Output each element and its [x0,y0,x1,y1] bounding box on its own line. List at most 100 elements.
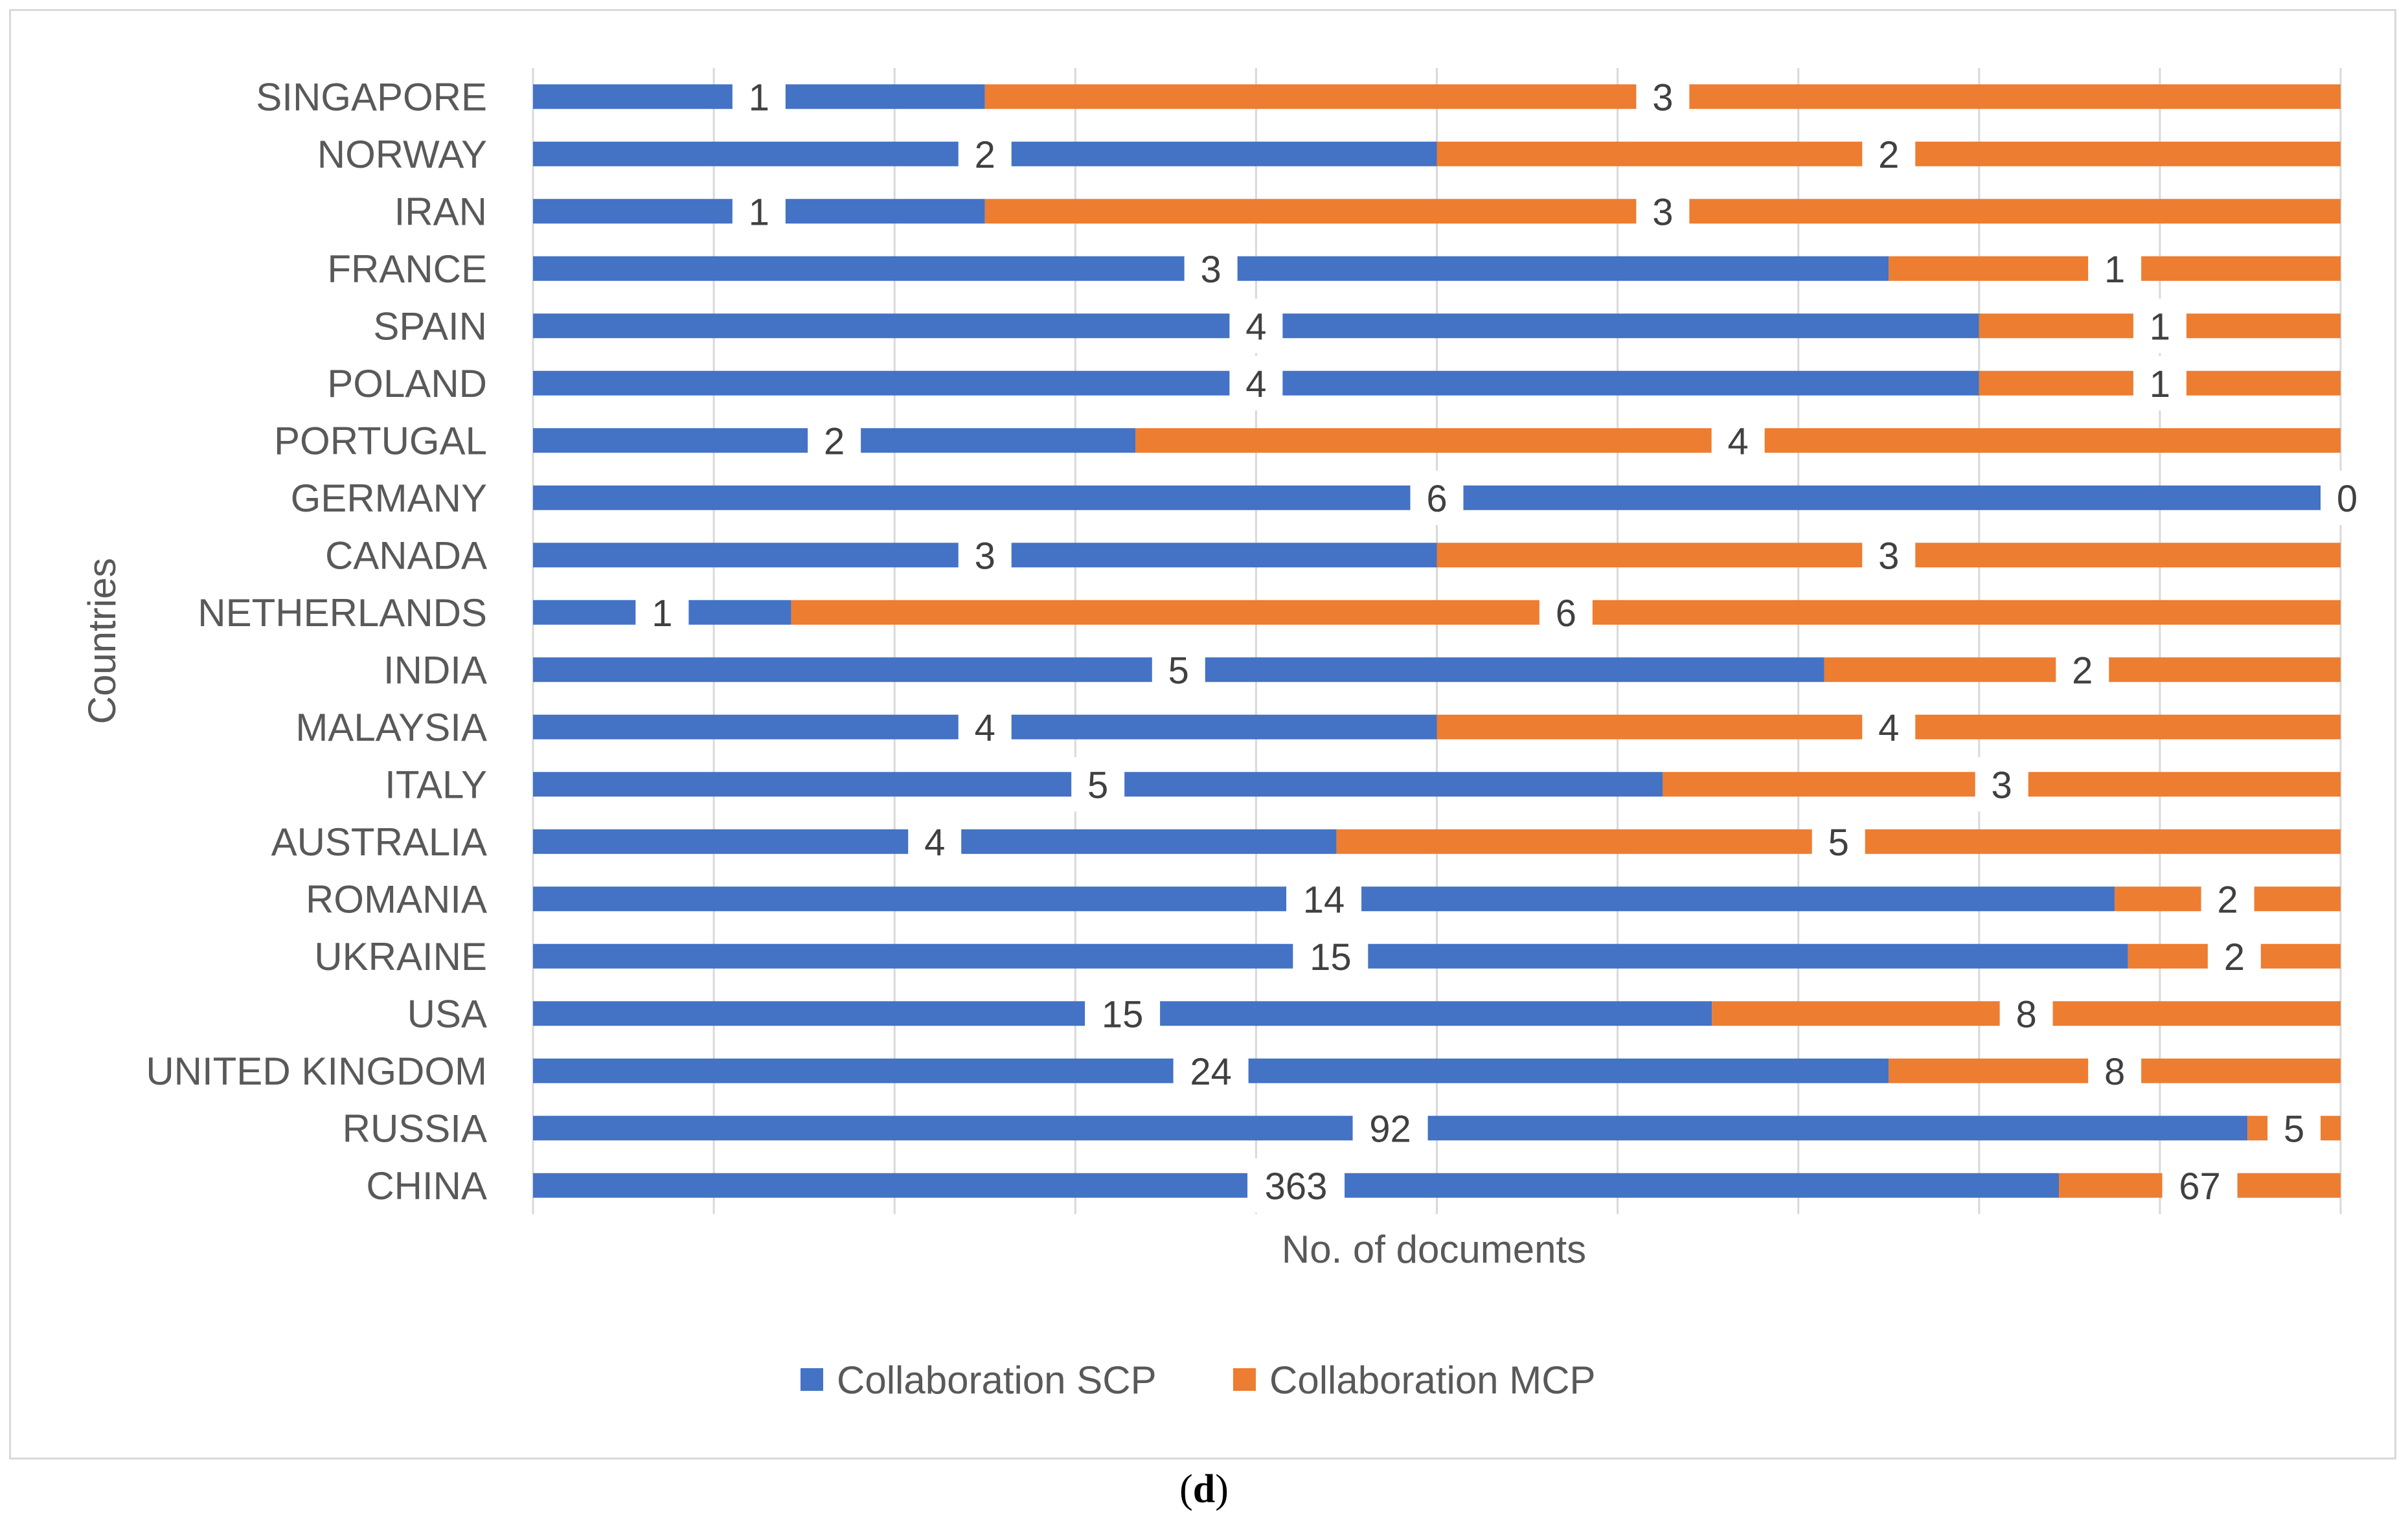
data-label: 5 [1152,642,1205,697]
legend: Collaboration SCP Collaboration MCP [801,1358,1596,1402]
data-label: 4 [958,699,1012,754]
caption-close: ) [1215,1467,1229,1511]
data-label: 5 [2267,1101,2321,1156]
data-label-bg [1636,69,1690,124]
category-labels: SINGAPORE NORWAY IRAN FRANCE SPAIN POLAND PORT… [146,75,487,1208]
category-label: NORWAY [317,133,487,176]
data-label-bg [1410,470,1464,525]
data-label-text: 14 [1303,879,1345,921]
data-label-text: 2 [975,134,995,176]
data-label-text: 8 [2104,1051,2125,1093]
data-label: 6 [1410,470,1464,525]
data-label: 15 [1085,986,1161,1041]
data-label: 4 [1229,299,1283,354]
data-label: 5 [1071,757,1125,812]
data-label-bg [1085,986,1161,1041]
data-label: 4 [1711,413,1765,468]
data-label: 67 [2162,1158,2238,1213]
data-label: 1 [2133,299,2187,354]
data-label-text: 4 [975,707,995,749]
category-label: POLAND [327,362,487,405]
data-label-bg [1152,642,1205,697]
data-label-text: 6 [1556,592,1576,635]
data-labels: 1 32 21 33 14 14 12 46 03 31 65 24 45 34 514 215 215 824 8… [635,69,2374,1213]
data-label-bg [1071,757,1125,812]
data-label-text: 1 [652,592,672,635]
data-label-text: 3 [1652,191,1673,233]
data-label-text: 15 [1310,936,1352,978]
data-label: 4 [1229,355,1283,411]
data-label-bg [1247,1158,1345,1213]
category-label: SINGAPORE [256,75,487,118]
data-label-bg [1975,757,2028,812]
data-label: 92 [1352,1101,1428,1156]
caption-open: ( [1179,1467,1193,1511]
data-label: 3 [1862,528,1916,583]
data-label-text: 2 [1878,134,1899,176]
legend-label-scp: Collaboration SCP [837,1358,1157,1402]
figure-caption: (d) [0,1467,2408,1513]
data-label-text: 1 [749,76,769,118]
data-label-bg [1229,299,1283,354]
data-label-bg [1173,1043,1249,1098]
data-label-text: 92 [1369,1108,1411,1150]
data-label-text: 0 [2337,478,2357,520]
data-label: 3 [1184,241,1238,296]
data-label-bg [2133,355,2187,411]
legend-swatch-mcp [1233,1368,1256,1391]
data-label: 1 [2133,355,2187,411]
category-label: GERMANY [291,477,487,520]
data-label: 363 [1247,1158,1345,1213]
category-label: FRANCE [327,247,487,291]
data-label-text: 2 [824,420,845,462]
data-label-text: 3 [1652,76,1673,118]
data-label-text: 2 [2072,649,2093,692]
data-label: 14 [1286,872,1362,927]
data-label-bg [732,184,786,239]
data-label-text: 3 [1878,535,1899,577]
data-label: 2 [2056,642,2109,697]
data-label-text: 2 [2224,936,2245,978]
y-axis-title: Countries [80,558,124,725]
data-label-bg [1862,126,1916,181]
chart-svg: SINGAPORE NORWAY IRAN FRANCE SPAIN POLAND PORT… [80,68,2374,1402]
data-label-text: 363 [1265,1166,1328,1208]
data-label-bg [2056,642,2109,697]
data-label-text: 6 [1426,478,1447,520]
data-label-text: 8 [2016,993,2036,1035]
data-label-bg [635,585,689,640]
category-label: SPAIN [373,304,487,348]
data-label-text: 67 [2179,1166,2221,1208]
data-label-bg [2133,299,2187,354]
category-label: PORTUGAL [274,419,487,462]
data-label-bg [2207,929,2261,984]
data-label-text: 5 [2284,1108,2304,1150]
data-label-bg [808,413,861,468]
data-label-bg [1229,355,1283,411]
category-label: NETHERLANDS [198,591,487,635]
legend-swatch-scp [801,1368,823,1391]
data-label-bg [1812,814,1865,869]
data-label-bg [1352,1101,1428,1156]
data-label: 3 [1975,757,2028,812]
category-label: UNITED KINGDOM [146,1050,487,1093]
data-label-bg [2201,872,2255,927]
data-label-bg [908,814,962,869]
caption-letter: d [1192,1467,1216,1511]
data-label: 4 [1862,699,1916,754]
data-label-text: 2 [2217,879,2238,921]
gridlines [532,68,2342,1214]
category-label: ITALY [385,763,487,806]
data-label-bg [958,528,1012,583]
data-label-text: 3 [1200,249,1221,291]
category-label: RUSSIA [343,1107,487,1150]
data-label-text: 4 [1245,306,1266,348]
data-label: 15 [1293,929,1369,984]
data-label: 24 [1173,1043,1249,1098]
data-label-text: 4 [1878,707,1899,749]
data-label: 2 [1862,126,1916,181]
chart-frame [9,9,2396,1459]
data-label-text: 3 [975,535,995,577]
data-label-text: 5 [1087,764,1108,806]
data-label-text: 5 [1828,822,1849,864]
